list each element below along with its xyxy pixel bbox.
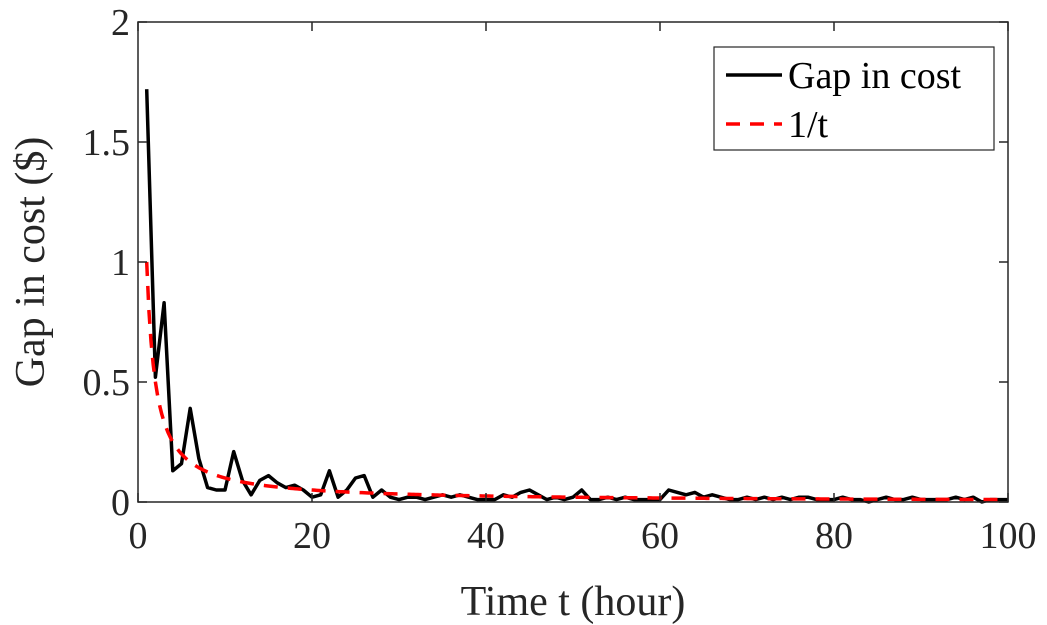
legend-box (713, 46, 995, 151)
y-tick-label: 0 (111, 482, 130, 524)
y-tick-label: 1.5 (83, 122, 131, 164)
ticks-layer: 0 20 40 60 80 100 0 0.5 1 1.5 2 (83, 2, 1037, 557)
x-tick-label: 20 (293, 515, 331, 557)
y-tick-label: 2 (111, 2, 130, 44)
y-tick-label: 1 (111, 242, 130, 284)
y-axis-label: Gap in cost ($) (8, 137, 54, 388)
x-tick-label: 40 (467, 515, 505, 557)
series-layer (144, 89, 1009, 504)
x-tick-label: 100 (980, 515, 1037, 557)
legend: Gap in cost 1/t (713, 46, 995, 151)
series-line-one-over-t (144, 261, 1009, 502)
x-axis-label: Time t (hour) (461, 579, 686, 625)
x-tick-label: 60 (641, 515, 679, 557)
legend-label-gap-in-cost: Gap in cost (788, 55, 962, 97)
legend-label-1-over-t: 1/t (788, 104, 829, 146)
x-tick-label: 0 (129, 515, 148, 557)
x-tick-label: 80 (815, 515, 853, 557)
y-tick-label: 0.5 (83, 362, 131, 404)
